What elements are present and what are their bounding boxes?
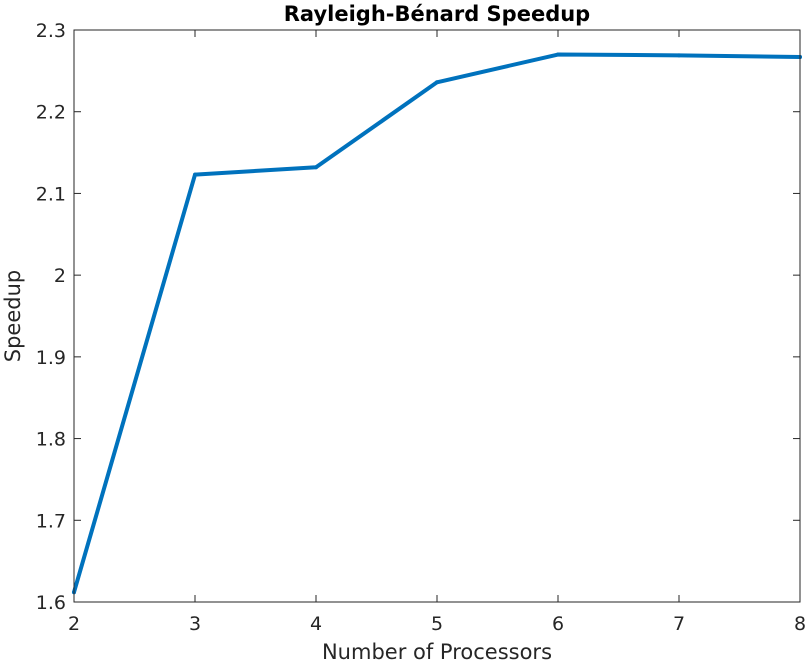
x-tick-label: 6: [552, 613, 564, 635]
x-tick-label: 8: [794, 613, 806, 635]
x-tick-label: 4: [310, 613, 322, 635]
y-tick-label: 2: [54, 265, 66, 287]
x-axis-ticks: 2 3 4 5 6 7 8: [68, 30, 806, 635]
x-tick-label: 7: [673, 613, 685, 635]
y-axis-ticks: 1.6 1.7 1.8 1.9 2 2.1 2.2 2.3: [36, 20, 800, 614]
x-tick-label: 5: [431, 613, 443, 635]
y-axis-label: Speedup: [1, 270, 25, 362]
data-point: [435, 80, 439, 85]
y-tick-label: 1.7: [36, 510, 66, 532]
y-tick-label: 2.2: [36, 102, 66, 124]
data-point: [556, 52, 560, 57]
data-point: [677, 53, 681, 58]
y-tick-label: 2.1: [36, 183, 66, 205]
plot-background: [74, 30, 800, 602]
chart-title: Rayleigh-Bénard Speedup: [284, 2, 590, 26]
y-tick-label: 1.9: [36, 347, 66, 369]
x-tick-label: 2: [68, 613, 80, 635]
x-tick-label: 3: [189, 613, 201, 635]
data-point: [314, 165, 318, 170]
x-axis-label: Number of Processors: [322, 640, 552, 662]
y-tick-label: 1.6: [36, 592, 66, 614]
y-tick-label: 2.3: [36, 20, 66, 42]
data-point: [193, 172, 197, 177]
y-tick-label: 1.8: [36, 429, 66, 451]
